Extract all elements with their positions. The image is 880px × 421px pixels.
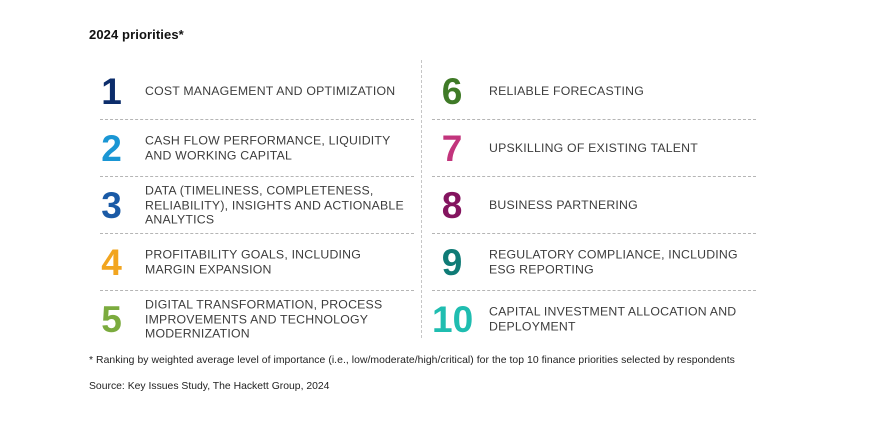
priority-item: 8 BUSINESS PARTNERING [432,177,756,234]
priority-item: 1 COST MANAGEMENT AND OPTIMIZATION [100,63,414,120]
priority-rank: 8 [441,185,463,226]
priority-rank: 4 [101,242,122,283]
priority-item: 10 CAPITAL INVESTMENT ALLOCATION AND DEP… [432,291,756,347]
footnote: * Ranking by weighted average level of i… [89,355,735,366]
priority-item: 3 DATA (TIMELINESS, COMPLETENESS, RELIAB… [100,177,414,234]
priorities-left-column: 1 COST MANAGEMENT AND OPTIMIZATION 2 CAS… [100,63,414,347]
priority-rank: 10 [432,299,474,340]
priority-item: 5 DIGITAL TRANSFORMATION, PROCESS IMPROV… [100,291,414,347]
priority-rank: 2 [101,128,122,169]
priority-label: REGULATORY COMPLIANCE, INCLUDING ESG REP… [489,247,738,277]
page-title: 2024 priorities* [89,27,184,42]
priority-label: CAPITAL INVESTMENT ALLOCATION AND DEPLOY… [489,304,737,334]
column-divider [421,60,422,338]
priority-rank: 5 [101,299,122,340]
priority-label: DIGITAL TRANSFORMATION, PROCESS IMPROVEM… [145,297,383,341]
priority-item: 9 REGULATORY COMPLIANCE, INCLUDING ESG R… [432,234,756,291]
priority-label: CASH FLOW PERFORMANCE, LIQUIDITY AND WOR… [145,133,391,163]
priorities-right-column: 6 RELIABLE FORECASTING 7 UPSKILLING OF E… [432,63,756,347]
priority-rank: 9 [441,242,463,283]
priority-rank: 7 [441,128,463,169]
priority-label: COST MANAGEMENT AND OPTIMIZATION [145,83,396,98]
priority-rank: 1 [101,71,122,112]
priority-item: 4 PROFITABILITY GOALS, INCLUDING MARGIN … [100,234,414,291]
priority-item: 7 UPSKILLING OF EXISTING TALENT [432,120,756,177]
priority-item: 6 RELIABLE FORECASTING [432,63,756,120]
priority-label: DATA (TIMELINESS, COMPLETENESS, RELIABIL… [145,183,404,227]
priority-label: RELIABLE FORECASTING [489,83,645,98]
priority-label: PROFITABILITY GOALS, INCLUDING MARGIN EX… [145,247,362,277]
priority-label: UPSKILLING OF EXISTING TALENT [489,140,698,155]
priority-rank: 6 [441,71,463,112]
source-note: Source: Key Issues Study, The Hackett Gr… [89,381,330,392]
priority-item: 2 CASH FLOW PERFORMANCE, LIQUIDITY AND W… [100,120,414,177]
priority-label: BUSINESS PARTNERING [489,197,638,212]
priority-rank: 3 [101,185,122,226]
